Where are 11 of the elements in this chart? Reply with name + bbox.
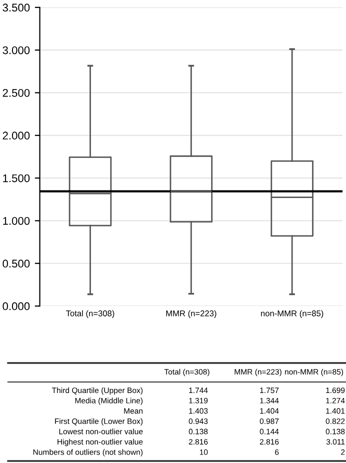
- y-tick-label: 2.000: [2, 132, 30, 140]
- x-tick-label: non-MMR (n=85): [261, 310, 324, 318]
- x-tick-label: Total (n=308): [66, 310, 114, 318]
- y-tick-label: 3.500: [2, 4, 30, 12]
- y-tick-label: 3.000: [2, 46, 30, 54]
- y-tick-label: 0.000: [2, 302, 30, 310]
- y-tick-label: 1.500: [3, 174, 30, 182]
- y-tick-label: 2.500: [2, 89, 30, 97]
- y-tick-label: 1.000: [3, 216, 30, 225]
- x-tick-label: MMR (n=223): [166, 310, 216, 318]
- y-tick-label: 0.500: [2, 260, 30, 268]
